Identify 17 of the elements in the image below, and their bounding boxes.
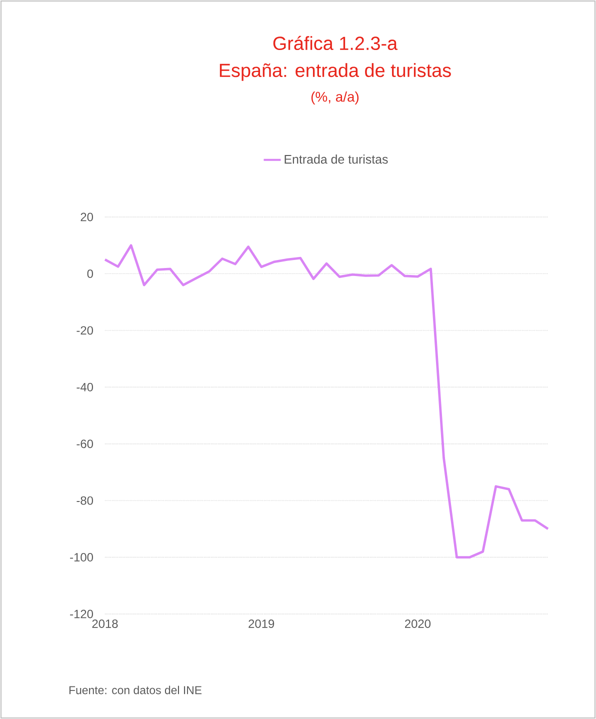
y-tick-label: -80	[76, 496, 94, 505]
text: (%, a/a)	[311, 91, 359, 104]
y-tick-label: 20	[80, 212, 94, 222]
y-tick-label: -100	[70, 553, 94, 562]
chart-title: Gráfica 1.2.3-a	[273, 36, 398, 50]
chart-subtitle: España: entrada de turistas	[220, 63, 451, 81]
line-series	[104, 244, 550, 558]
source-note: Fuente: con datos del INE	[69, 686, 202, 694]
x-tick-label: 2018	[92, 620, 118, 628]
y-tick-label: -20	[76, 326, 94, 335]
x-tick-label: 2019	[248, 620, 274, 628]
y-tick-label: -120	[70, 610, 94, 618]
y-tick-label: 0	[87, 269, 94, 278]
y-tick-label: -60	[76, 440, 94, 448]
x-tick-label: 2020	[405, 620, 431, 628]
legend-label: Entrada de turistas	[284, 154, 388, 164]
y-tick-label: -40	[76, 382, 94, 392]
